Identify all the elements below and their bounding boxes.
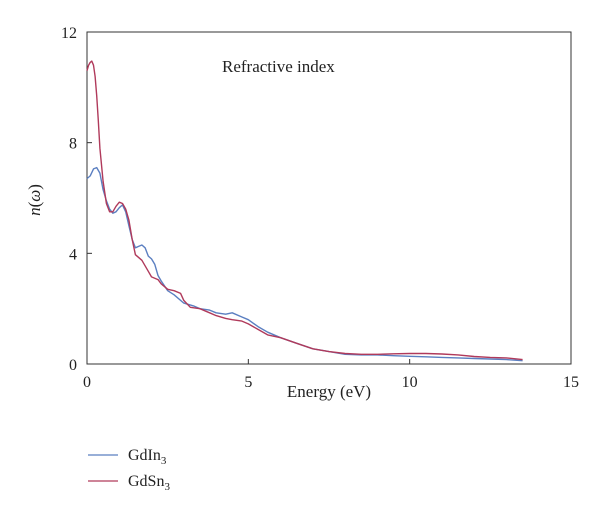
y-axis-ticks: 0 4 8 12 — [61, 25, 92, 374]
plot-frame — [86, 31, 572, 365]
refractive-index-annotation: Refractive index — [222, 57, 335, 76]
y-tick-label: 4 — [69, 246, 77, 263]
x-axis-label: Energy (eV) — [287, 382, 371, 401]
y-tick-label: 0 — [69, 357, 77, 374]
y-axis-label-open: ( — [25, 201, 44, 207]
legend-label-gdsn3: GdSn3 — [128, 473, 170, 493]
x-tick-label: 10 — [402, 374, 418, 391]
x-tick-label: 5 — [244, 374, 252, 391]
legend-label-gdsn3-sub: 3 — [164, 481, 170, 493]
legend: GdIn3 GdSn3 — [88, 447, 170, 493]
legend-label-gdin3: GdIn3 — [128, 447, 167, 467]
y-axis-label-close: ) — [25, 184, 44, 190]
y-tick-label: 12 — [61, 25, 77, 42]
x-tick-label: 15 — [563, 374, 579, 391]
series-layer — [86, 60, 523, 362]
legend-label-gdin3-sub: 3 — [161, 455, 167, 467]
series-line-gdin3 — [86, 166, 523, 362]
legend-label-gdsn3-base: GdSn — [128, 473, 164, 490]
series-line-gdsn3 — [86, 60, 523, 361]
legend-label-gdin3-base: GdIn — [128, 447, 161, 464]
y-axis-label: n(ω) — [25, 184, 44, 216]
x-tick-label: 0 — [83, 374, 91, 391]
y-tick-label: 8 — [69, 136, 77, 153]
y-axis-label-omega: ω — [25, 190, 44, 202]
y-axis-label-n: n — [25, 207, 44, 216]
x-axis-ticks: 0 5 10 15 — [83, 359, 579, 391]
